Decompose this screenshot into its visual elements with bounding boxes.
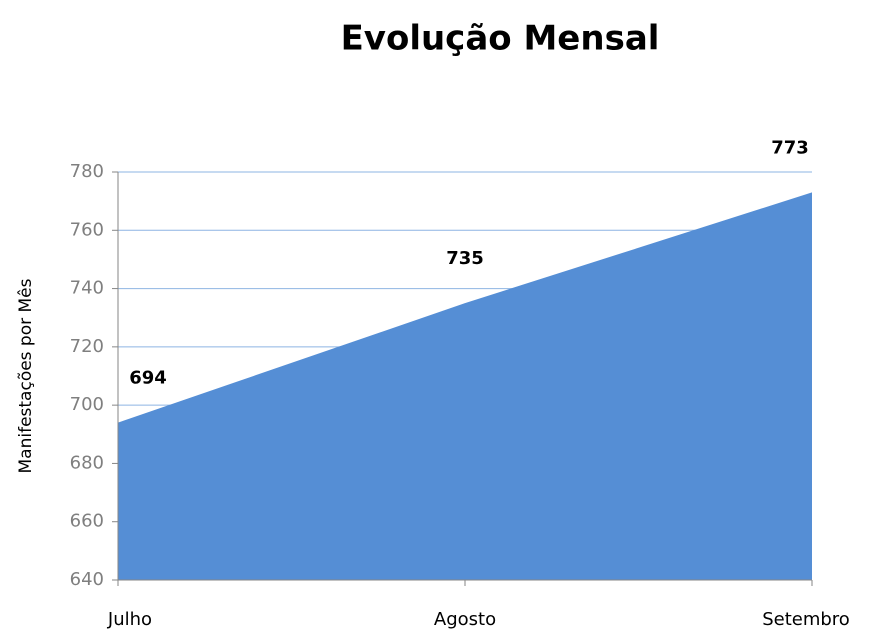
data-label: 694 xyxy=(129,368,167,389)
x-tick-label: Agosto xyxy=(434,609,496,630)
data-label: 735 xyxy=(446,248,484,269)
data-label: 773 xyxy=(771,137,809,158)
y-tick-label: 640 xyxy=(70,569,104,590)
y-tick-label: 680 xyxy=(70,452,104,473)
y-axis-label: Manifestações por Mês xyxy=(16,278,36,473)
y-tick-label: 740 xyxy=(70,278,104,299)
y-tick-label: 760 xyxy=(70,219,104,240)
chart-title: Evolução Mensal xyxy=(341,19,660,59)
y-tick-label: 720 xyxy=(70,336,104,357)
y-tick-label: 660 xyxy=(70,511,104,532)
y-tick-label: 700 xyxy=(70,394,104,415)
area xyxy=(118,192,812,580)
x-tick-label: Setembro xyxy=(762,609,850,630)
x-tick-label: Julho xyxy=(107,609,152,630)
y-tick-label: 780 xyxy=(70,161,104,182)
